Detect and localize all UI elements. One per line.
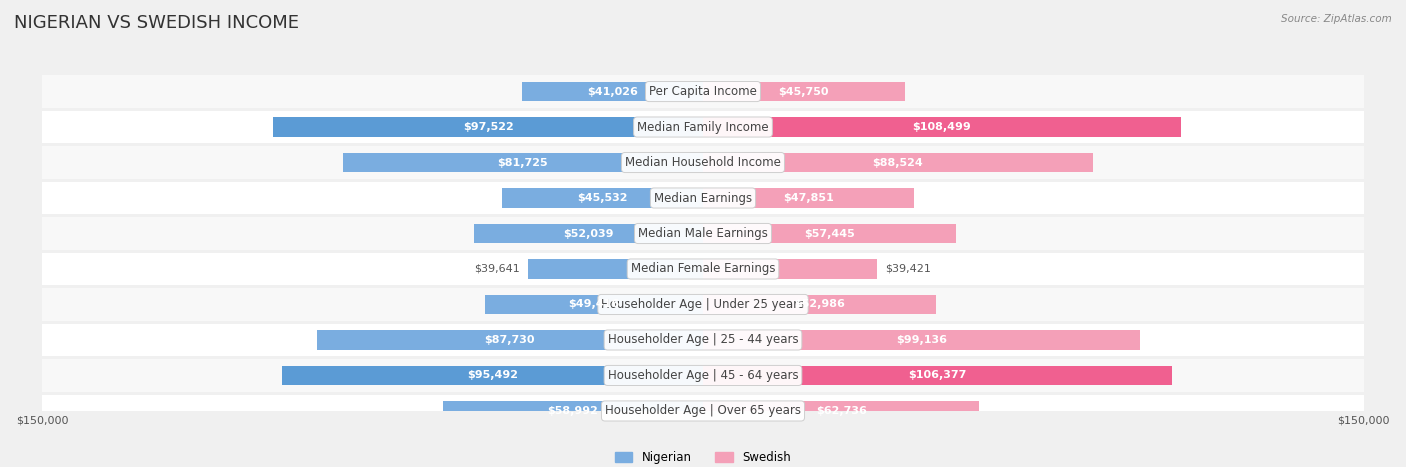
Bar [42, 182, 1364, 214]
Bar [474, 224, 703, 243]
Text: $39,421: $39,421 [886, 264, 931, 274]
Bar [703, 153, 1092, 172]
Bar [703, 401, 980, 421]
Text: Householder Age | 25 - 44 years: Householder Age | 25 - 44 years [607, 333, 799, 347]
Text: $45,532: $45,532 [578, 193, 628, 203]
Bar [42, 146, 1364, 179]
Bar [42, 75, 1364, 108]
Bar [42, 217, 1364, 250]
Text: Median Female Earnings: Median Female Earnings [631, 262, 775, 276]
Bar [485, 295, 703, 314]
Text: $106,377: $106,377 [908, 370, 966, 381]
Text: $47,851: $47,851 [783, 193, 834, 203]
Bar [316, 330, 703, 350]
Bar [703, 224, 956, 243]
Bar [42, 324, 1364, 356]
Text: $99,136: $99,136 [896, 335, 946, 345]
Bar [343, 153, 703, 172]
Text: $58,992: $58,992 [547, 406, 599, 416]
Bar [522, 82, 703, 101]
Text: Householder Age | Over 65 years: Householder Age | Over 65 years [605, 404, 801, 417]
Bar [283, 366, 703, 385]
Text: $95,492: $95,492 [467, 370, 519, 381]
Text: Median Earnings: Median Earnings [654, 191, 752, 205]
Bar [703, 82, 904, 101]
Text: Per Capita Income: Per Capita Income [650, 85, 756, 98]
Text: $45,750: $45,750 [779, 86, 830, 97]
Text: $62,736: $62,736 [815, 406, 866, 416]
Bar [42, 395, 1364, 427]
Text: $52,039: $52,039 [564, 228, 613, 239]
Text: Source: ZipAtlas.com: Source: ZipAtlas.com [1281, 14, 1392, 24]
Bar [703, 330, 1140, 350]
Text: $87,730: $87,730 [485, 335, 536, 345]
Bar [42, 111, 1364, 143]
Bar [502, 188, 703, 208]
Text: $49,416: $49,416 [568, 299, 620, 310]
Bar [42, 253, 1364, 285]
Text: $39,641: $39,641 [474, 264, 520, 274]
Text: $108,499: $108,499 [912, 122, 972, 132]
Bar [443, 401, 703, 421]
Text: $41,026: $41,026 [588, 86, 638, 97]
Text: Householder Age | 45 - 64 years: Householder Age | 45 - 64 years [607, 369, 799, 382]
Text: Median Family Income: Median Family Income [637, 120, 769, 134]
Bar [703, 188, 914, 208]
Bar [703, 117, 1181, 137]
Bar [703, 366, 1171, 385]
Legend: Nigerian, Swedish: Nigerian, Swedish [610, 446, 796, 467]
Text: Householder Age | Under 25 years: Householder Age | Under 25 years [602, 298, 804, 311]
Text: $57,445: $57,445 [804, 228, 855, 239]
Text: $88,524: $88,524 [873, 157, 924, 168]
Bar [703, 259, 877, 279]
Text: Median Household Income: Median Household Income [626, 156, 780, 169]
Text: $81,725: $81,725 [498, 157, 548, 168]
Text: Median Male Earnings: Median Male Earnings [638, 227, 768, 240]
Bar [703, 295, 936, 314]
Bar [42, 288, 1364, 321]
Text: $52,986: $52,986 [794, 299, 845, 310]
Bar [529, 259, 703, 279]
Text: $97,522: $97,522 [463, 122, 513, 132]
Bar [42, 359, 1364, 392]
Bar [273, 117, 703, 137]
Text: NIGERIAN VS SWEDISH INCOME: NIGERIAN VS SWEDISH INCOME [14, 14, 299, 32]
